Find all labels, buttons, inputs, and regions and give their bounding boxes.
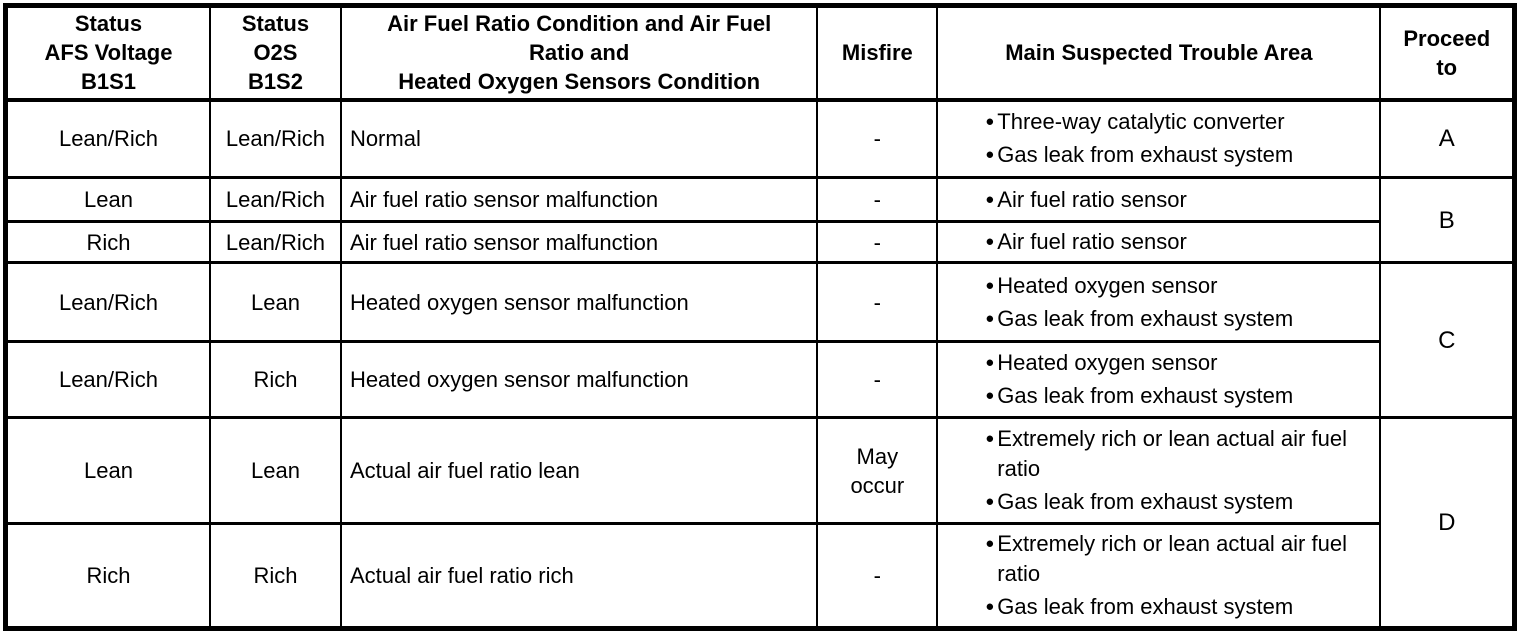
column-header-main-suspected-trouble-area: Main Suspected Trouble Area [936, 4, 1382, 102]
cell-afs-voltage-status: Rich [4, 219, 211, 265]
column-header-status-afs-voltage-b1s1: Status AFS Voltage B1S1 [4, 4, 211, 102]
bullet-icon: ● [985, 146, 995, 164]
bullet-icon: ● [985, 598, 995, 616]
cell-condition: Actual air fuel ratio rich [339, 522, 819, 630]
cell-o2s-status: Lean/Rich [208, 97, 342, 180]
cell-afs-voltage-status: Lean/Rich [4, 261, 211, 343]
trouble-area-text: Extremely rich or lean actual air fuel r… [997, 531, 1347, 587]
cell-condition: Actual air fuel ratio lean [339, 415, 819, 526]
cell-trouble-area: ● Three-way catalytic converter ● Gas le… [936, 97, 1382, 180]
cell-condition: Heated oxygen sensor malfunction [339, 261, 819, 343]
column-header-proceed-to: Proceed to [1379, 4, 1516, 102]
header-row: Status AFS Voltage B1S1 Status O2S B1S2 … [4, 4, 1516, 102]
trouble-area-text: Extremely rich or lean actual air fuel r… [997, 426, 1347, 482]
cell-misfire: - [816, 97, 939, 180]
trouble-area-text: Air fuel ratio sensor [997, 186, 1187, 212]
cell-proceed-to: D [1379, 415, 1516, 631]
diagnostic-table: Status AFS Voltage B1S1 Status O2S B1S2 … [3, 3, 1517, 631]
table-row: Lean Lean Actual air fuel ratio lean May… [4, 415, 1516, 631]
trouble-area-item: ● Gas leak from exhaust system [939, 304, 1378, 334]
cell-trouble-area: ● Heated oxygen sensor ● Gas leak from e… [936, 261, 1382, 343]
trouble-area-item: ● Extremely rich or lean actual air fuel… [939, 424, 1378, 484]
trouble-area-text: Gas leak from exhaust system [997, 142, 1294, 168]
trouble-area-text: Three-way catalytic converter [997, 109, 1285, 135]
cell-trouble-area: ● Extremely rich or lean actual air fuel… [936, 415, 1382, 526]
cell-o2s-status: Lean/Rich [208, 219, 342, 265]
cell-proceed-to: B [1379, 176, 1516, 265]
cell-misfire: - [816, 176, 939, 223]
bullet-icon: ● [985, 190, 995, 208]
bullet-icon: ● [985, 113, 995, 131]
trouble-area-item: ● Heated oxygen sensor [939, 271, 1378, 301]
trouble-area-item: ● Air fuel ratio sensor [939, 185, 1378, 215]
column-header-misfire: Misfire [816, 4, 939, 102]
table-row: Lean/Rich Lean Heated oxygen sensor malf… [4, 261, 1516, 419]
trouble-area-item: ● Gas leak from exhaust system [939, 140, 1378, 170]
cell-o2s-status: Lean [208, 261, 342, 343]
column-header-status-o2s-b1s2: Status O2S B1S2 [208, 4, 342, 102]
trouble-area-text: Gas leak from exhaust system [997, 382, 1294, 408]
trouble-area-text: Gas leak from exhaust system [997, 594, 1294, 620]
trouble-area-text: Heated oxygen sensor [997, 349, 1218, 375]
cell-o2s-status: Rich [208, 339, 342, 419]
cell-condition: Air fuel ratio sensor malfunction [339, 219, 819, 265]
cell-misfire: - [816, 339, 939, 419]
cell-proceed-to: C [1379, 261, 1516, 419]
table-row: Lean/Rich Lean/Rich Normal - ● Three-way… [4, 97, 1516, 180]
trouble-area-item: ● Air fuel ratio sensor [939, 227, 1378, 257]
cell-misfire: - [816, 522, 939, 630]
cell-trouble-area: ● Heated oxygen sensor ● Gas leak from e… [936, 339, 1382, 419]
table-row: Lean/Rich Rich Heated oxygen sensor malf… [4, 339, 1515, 419]
bullet-icon: ● [985, 535, 995, 553]
trouble-area-item: ● Gas leak from exhaust system [939, 487, 1378, 517]
cell-afs-voltage-status: Lean [4, 176, 211, 223]
table-row: Rich Rich Actual air fuel ratio rich - ●… [4, 522, 1515, 630]
trouble-area-item: ● Gas leak from exhaust system [939, 381, 1378, 411]
cell-o2s-status: Rich [208, 522, 342, 630]
cell-afs-voltage-status: Rich [4, 522, 211, 630]
cell-misfire: - [816, 219, 939, 265]
trouble-area-text: Gas leak from exhaust system [997, 489, 1294, 515]
trouble-area-item: ● Three-way catalytic converter [939, 107, 1378, 137]
bullet-icon: ● [985, 276, 995, 294]
cell-trouble-area: ● Air fuel ratio sensor [936, 176, 1382, 223]
bullet-icon: ● [985, 309, 995, 327]
trouble-area-item: ● Gas leak from exhaust system [939, 592, 1378, 622]
trouble-area-text: Air fuel ratio sensor [997, 229, 1187, 255]
trouble-area-item: ● Extremely rich or lean actual air fuel… [939, 529, 1378, 589]
cell-trouble-area: ● Extremely rich or lean actual air fuel… [936, 522, 1382, 630]
trouble-area-text: Heated oxygen sensor [997, 272, 1218, 298]
cell-afs-voltage-status: Lean/Rich [4, 339, 211, 419]
trouble-area-item: ● Heated oxygen sensor [939, 348, 1378, 378]
cell-o2s-status: Lean [208, 415, 342, 526]
cell-afs-voltage-status: Lean [4, 415, 211, 526]
bullet-icon: ● [985, 430, 995, 448]
cell-trouble-area: ● Air fuel ratio sensor [936, 219, 1382, 265]
table-row: Rich Lean/Rich Air fuel ratio sensor mal… [4, 219, 1515, 265]
cell-misfire: - [816, 261, 939, 343]
bullet-icon: ● [985, 353, 995, 371]
cell-condition: Heated oxygen sensor malfunction [339, 339, 819, 419]
cell-misfire: May occur [816, 415, 939, 526]
bullet-icon: ● [985, 493, 995, 511]
cell-o2s-status: Lean/Rich [208, 176, 342, 223]
cell-condition: Normal [339, 97, 819, 180]
trouble-area-text: Gas leak from exhaust system [997, 305, 1294, 331]
cell-proceed-to: A [1379, 97, 1516, 180]
bullet-icon: ● [985, 386, 995, 404]
cell-condition: Air fuel ratio sensor malfunction [339, 176, 819, 223]
cell-afs-voltage-status: Lean/Rich [4, 97, 211, 180]
table-row: Lean Lean/Rich Air fuel ratio sensor mal… [4, 176, 1516, 265]
bullet-icon: ● [985, 233, 995, 251]
column-header-condition: Air Fuel Ratio Condition and Air Fuel Ra… [339, 4, 819, 102]
